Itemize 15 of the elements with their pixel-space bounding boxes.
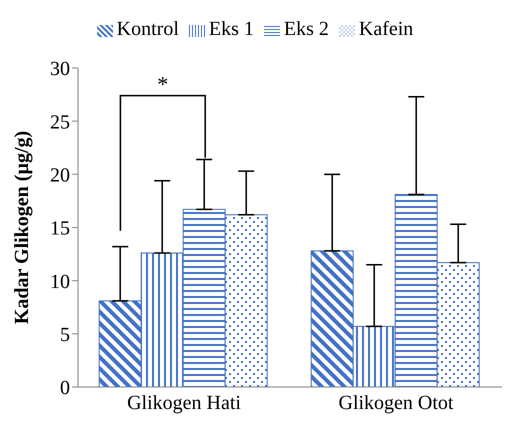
legend-label: Eks 2 <box>284 18 329 40</box>
y-tick-label: 0 <box>60 377 70 400</box>
y-tick-label: 10 <box>50 270 70 293</box>
legend-label: Eks 1 <box>208 18 254 40</box>
x-tick-label: Glikogen Otot <box>338 392 454 414</box>
annotation: * <box>157 72 168 97</box>
y-tick-label: 20 <box>50 164 70 186</box>
y-tick-label: 5 <box>60 324 70 346</box>
y-axis-title: Kadar Glikogen (µg/g) <box>11 130 34 324</box>
legend-label: Kafein <box>358 18 414 40</box>
x-tick-label: Glikogen Hati <box>127 392 242 414</box>
y-tick-label: 25 <box>50 111 70 134</box>
legend-label: Kontrol <box>116 18 179 40</box>
y-tick-label: 30 <box>50 58 70 80</box>
y-tick-label: 15 <box>50 218 70 240</box>
